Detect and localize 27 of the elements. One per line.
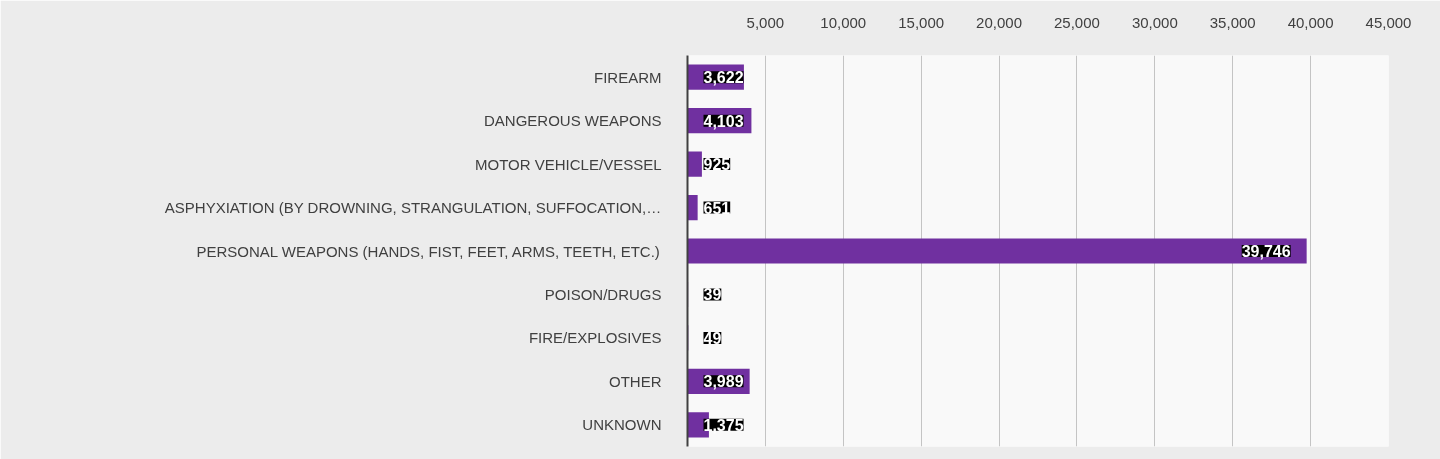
x-tick-label: 30,000 xyxy=(1131,13,1178,31)
y-tick-label: FIRE/EXPLOSIVES xyxy=(528,329,662,347)
data-label: 4,103 xyxy=(703,112,744,130)
x-tick-label: 35,000 xyxy=(1209,13,1256,31)
x-tick-label: 15,000 xyxy=(898,13,945,31)
y-tick-label: UNKNOWN xyxy=(582,416,662,434)
y-tick-label: OTHER xyxy=(609,372,662,390)
x-tick-label: 25,000 xyxy=(1054,13,1100,31)
y-tick-label: ASPHYXIATION (BY DROWNING, STRANGULATION, SUFFOCATION,… xyxy=(164,199,662,217)
x-tick-label: 40,000 xyxy=(1287,13,1334,31)
data-label: 39 xyxy=(703,286,722,304)
x-tick-label: 5,000 xyxy=(746,13,785,31)
y-tick-label: FIREARM xyxy=(594,68,662,86)
data-label: 39,746 xyxy=(1241,243,1291,260)
data-label: 1,375 xyxy=(703,416,744,434)
data-label: 925 xyxy=(703,156,731,174)
data-label: 651 xyxy=(703,199,731,217)
data-label: 3,989 xyxy=(703,373,744,391)
data-label: 49 xyxy=(703,329,722,347)
x-tick-label: 45,000 xyxy=(1365,13,1412,31)
x-tick-label: 10,000 xyxy=(820,13,867,31)
y-tick-label: DANGEROUS WEAPONS xyxy=(483,112,662,130)
y-tick-label: MOTOR VEHICLE/VESSEL xyxy=(475,155,662,173)
x-tick-label: 20,000 xyxy=(976,13,1023,31)
y-tick-label: PERSONAL WEAPONS (HANDS, FIST, FEET, ARMS, TEETH, ETC.) xyxy=(196,242,660,260)
data-label: 3,622 xyxy=(703,69,744,87)
y-tick-label: POISON/DRUGS xyxy=(544,285,662,303)
